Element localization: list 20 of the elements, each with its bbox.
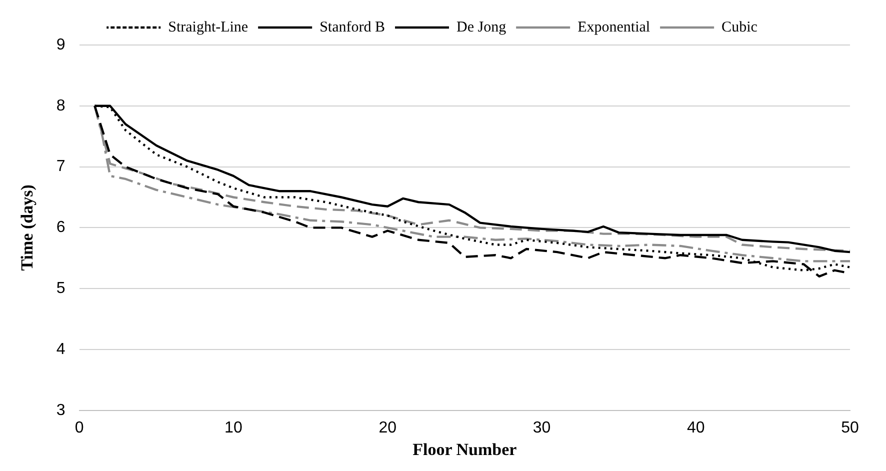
y-tick-label: 5 <box>56 280 66 298</box>
legend-label: Exponential <box>578 19 650 36</box>
x-tick-label: 10 <box>224 419 242 436</box>
x-axis-title: Floor Number <box>412 440 518 460</box>
legend-label: Stanford B <box>320 19 386 36</box>
x-tick-label: 40 <box>686 419 705 436</box>
y-tick-label: 9 <box>56 36 66 54</box>
legend-label: De Jong <box>456 19 507 36</box>
x-tick-label: 0 <box>74 419 84 436</box>
x-tick-label: 50 <box>841 419 859 436</box>
legend-label: Straight-Line <box>168 19 248 36</box>
y-tick-label: 4 <box>56 340 66 358</box>
y-tick-label: 7 <box>56 158 66 176</box>
y-tick-label: 3 <box>56 402 66 419</box>
legend-label: Cubic <box>722 19 758 36</box>
x-tick-label: 20 <box>378 419 397 436</box>
y-tick-label: 6 <box>56 219 66 236</box>
y-tick-label: 8 <box>56 97 66 114</box>
x-tick-label: 30 <box>532 419 551 436</box>
y-axis-title: Time (days) <box>18 184 37 271</box>
